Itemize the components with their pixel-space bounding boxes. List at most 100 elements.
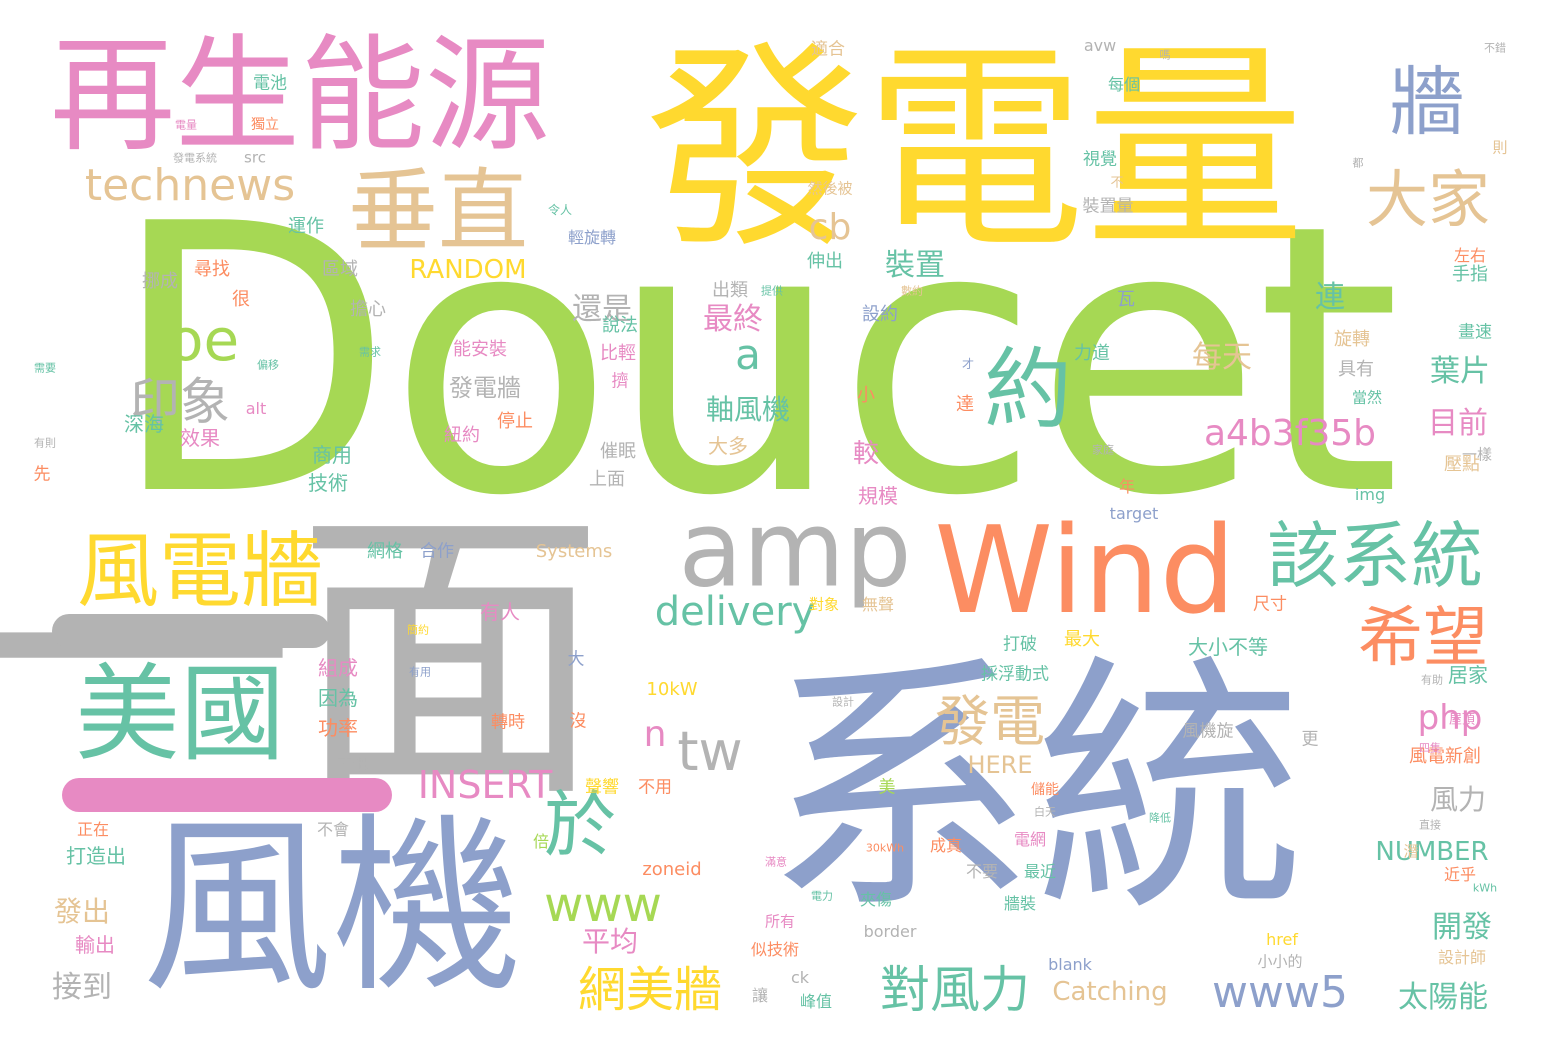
word-xuyao: 需要: [34, 361, 56, 375]
word-img: img: [1354, 485, 1386, 504]
word-chengzhen: 成真: [929, 836, 963, 855]
word-geng: 更: [1301, 729, 1319, 750]
word-jiashang: 夾傷: [859, 890, 893, 909]
word-shenchu: 伸出: [807, 251, 843, 272]
word-sizhi: 四隻: [1419, 741, 1441, 755]
word-xiao: 小: [857, 385, 875, 406]
word-xuanzhuan: 旋轉: [1334, 329, 1370, 350]
word-suoyou: 所有: [764, 912, 796, 931]
word-src: src: [244, 148, 266, 167]
word-daduo: 大多: [708, 434, 748, 458]
word-yimian: 一面: [0, 479, 605, 840]
word-href: href: [1266, 930, 1298, 949]
word-a: a: [735, 330, 761, 379]
word-meiguo: 美國: [74, 653, 286, 776]
word-zhuangzhiliang: 裝置量: [1082, 196, 1134, 217]
word-tigong: 提供: [761, 284, 783, 298]
word-zhuanshi: 轉時: [491, 712, 525, 733]
word-jishu: 技術: [308, 471, 348, 495]
word-insert: INSERT: [417, 763, 553, 807]
word-xiaoxiaode: 小小的: [1257, 952, 1303, 971]
word-xitong: 系統: [765, 632, 1305, 947]
word-shejishi: 設計師: [1437, 948, 1487, 967]
word-avw: avw: [1083, 36, 1117, 55]
word-zuizhong: 最終: [703, 302, 763, 337]
word-yinwei: 因為: [318, 686, 358, 710]
word-fengjixuan: 風機旋: [1182, 721, 1234, 742]
word-php: php: [1417, 698, 1483, 738]
word-bu: 不: [1110, 175, 1124, 191]
word-sheji: 設計: [832, 695, 854, 709]
word-xian: 先: [33, 464, 51, 485]
word-zhoufengji: 軸風機: [705, 393, 791, 426]
word-kwh: kWh: [1472, 881, 1498, 895]
word-hen: 很: [232, 289, 250, 310]
word-kaifa: 開發: [1432, 910, 1492, 945]
word-yunzuo: 運作: [288, 216, 324, 237]
word-fadianliang: 發電量: [644, 22, 1306, 278]
word-border: border: [863, 922, 917, 941]
word-jiating: 家庭: [1092, 443, 1114, 457]
word-zoneid: zoneid: [642, 859, 702, 880]
word-youyong: 有用: [409, 665, 431, 679]
word-shijue: 視覺: [1083, 149, 1117, 170]
word-guimo: 規模: [858, 484, 898, 508]
word-daxiaobudeng: 大小不等: [1188, 635, 1268, 659]
word-caifudongshi: 採浮動式: [981, 664, 1049, 685]
word-yadian: 壓點: [1444, 454, 1480, 475]
word-yue: 約: [983, 338, 1073, 441]
word-shengxiang: 聲響: [585, 777, 619, 798]
word-lian: 連: [1315, 280, 1345, 315]
word-youze: 有則: [34, 436, 56, 450]
word-youzhu: 有助: [1421, 673, 1443, 687]
word-yinxiang: 印象: [130, 373, 230, 431]
word-jiedao: 接到: [52, 970, 112, 1005]
word-chuizhi: 垂直: [348, 159, 528, 264]
word-manyi: 滿意: [765, 855, 787, 869]
word-nian: 年: [1118, 477, 1136, 496]
word-ranhoubei: 然後被: [807, 179, 853, 198]
word-yiyang: 一樣: [1461, 445, 1493, 464]
word-dianli: 電力: [811, 889, 833, 903]
word-fengdianxinchuang: 風電新創: [1409, 746, 1481, 767]
word-juyou: 具有: [1338, 359, 1374, 380]
word-cuimian: 催眠: [600, 441, 636, 462]
word-bucuo: 不錯: [1484, 41, 1506, 55]
word-yepian: 葉片: [1430, 354, 1490, 389]
word-wa: 瓦: [1117, 289, 1135, 310]
word-da-big: 大: [567, 649, 585, 670]
word-chicun: 尺寸: [1253, 594, 1287, 615]
word-buyao: 不要: [965, 862, 999, 881]
word-ck: ck: [790, 968, 810, 987]
word-da-reach: 達: [956, 394, 974, 415]
word-joe: Joe: [150, 306, 240, 374]
word-haishi: 還是: [572, 292, 632, 327]
word-lingren: 令人: [547, 203, 573, 217]
word-target: target: [1109, 504, 1159, 523]
word-qiangzhuang: 牆裝: [1003, 894, 1037, 913]
word-gaixitong: 該系統: [1266, 514, 1484, 598]
word-jujia: 居家: [1448, 663, 1488, 687]
word-dianwang: 電網: [1013, 830, 1047, 849]
word-zuida: 最大: [1064, 629, 1100, 650]
word-chulei: 出類: [712, 280, 748, 301]
word-wind: Wind: [934, 502, 1236, 641]
word-dianchi: 電池: [253, 73, 287, 94]
word-shihe: 適合: [811, 39, 845, 60]
word-n: n: [643, 714, 667, 755]
word-jiao: 較: [852, 439, 880, 469]
word-wuding: 屋頂: [1448, 712, 1476, 728]
word-dapo: 打破: [1003, 634, 1037, 655]
word-cai: 才: [961, 357, 975, 371]
word-pingjun: 平均: [581, 925, 639, 958]
word-a4b3f35b: a4b3f35b: [1203, 413, 1377, 454]
word-huasu: 畫速: [1458, 322, 1492, 343]
word-fadianqiang: 發電牆: [449, 374, 521, 402]
word-www: www: [544, 877, 662, 933]
word-dou: 都: [1352, 156, 1364, 170]
word-taiyangneng: 太陽能: [1398, 980, 1488, 1015]
word-alt: alt: [245, 399, 267, 418]
gray-bar-decoration: [52, 614, 330, 648]
word-youren: 有人: [480, 600, 520, 624]
